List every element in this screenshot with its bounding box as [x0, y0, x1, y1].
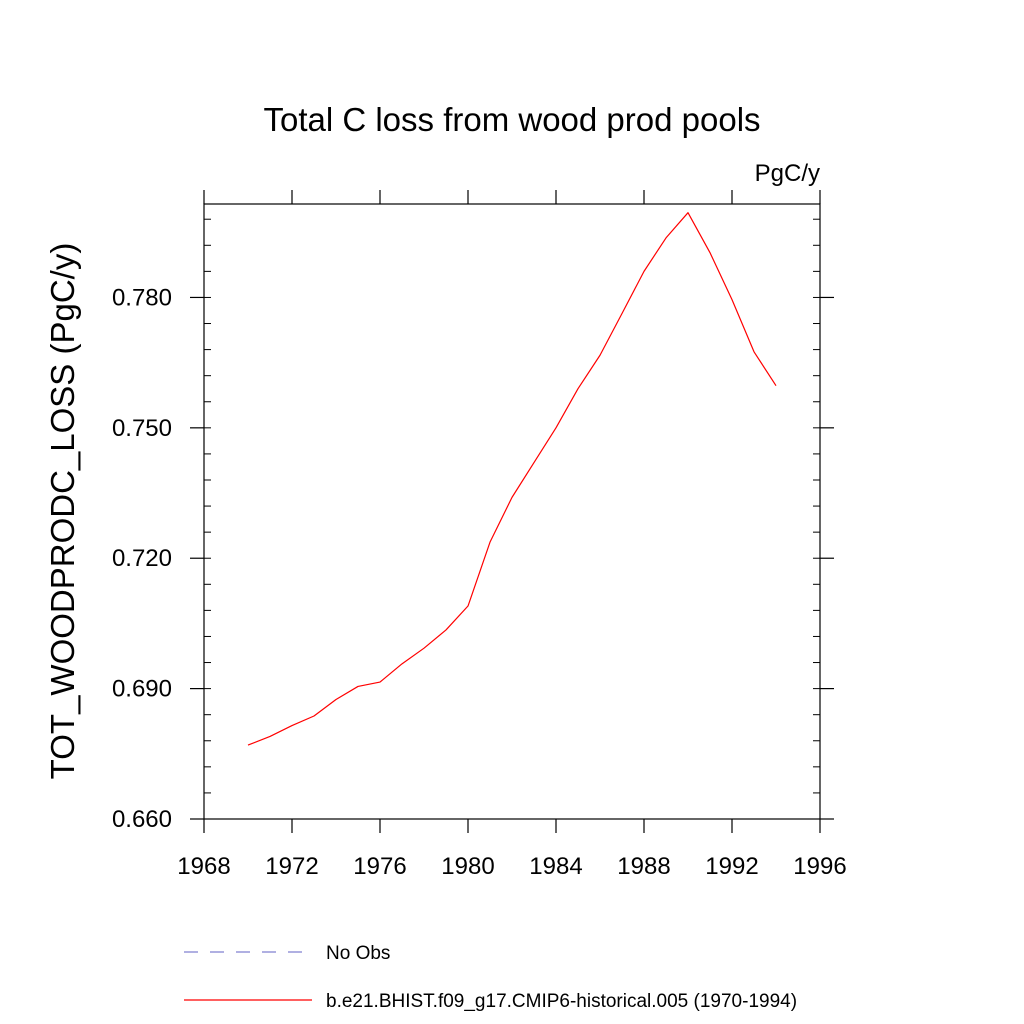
y-tick-label: 0.690 — [112, 676, 172, 703]
y-tick-label: 0.660 — [112, 806, 172, 833]
y-axis-ticks: 0.660 0.690 0.720 0.750 0.780 — [112, 218, 834, 833]
x-tick-label: 1992 — [705, 853, 758, 880]
legend-label: No Obs — [326, 943, 390, 964]
legend-label: b.e21.BHIST.f09_g17.CMIP6-historical.005… — [326, 991, 797, 1012]
x-tick-label: 1968 — [177, 853, 230, 880]
y-tick-label: 0.720 — [112, 545, 172, 572]
y-axis-label: TOT_WOODPRODC_LOSS (PgC/y) — [44, 243, 81, 780]
x-tick-label: 1996 — [793, 853, 846, 880]
x-tick-label: 1976 — [353, 853, 406, 880]
series-layer — [247, 212, 777, 746]
x-axis-ticks: 1968 1972 1976 1980 1984 1988 1992 1996 — [177, 190, 847, 880]
x-tick-label: 1972 — [265, 853, 318, 880]
x-tick-label: 1980 — [441, 853, 494, 880]
chart-title: Total C loss from wood prod pools — [263, 101, 760, 138]
y-tick-label: 0.780 — [112, 284, 172, 311]
units-label: PgC/y — [755, 160, 820, 187]
series-line-0 — [247, 212, 777, 746]
legend: No Obs b.e21.BHIST.f09_g17.CMIP6-historic… — [184, 943, 797, 1012]
x-tick-label: 1984 — [529, 853, 582, 880]
y-tick-label: 0.750 — [112, 415, 172, 442]
plot-frame — [203, 203, 821, 820]
x-tick-label: 1988 — [617, 853, 670, 880]
